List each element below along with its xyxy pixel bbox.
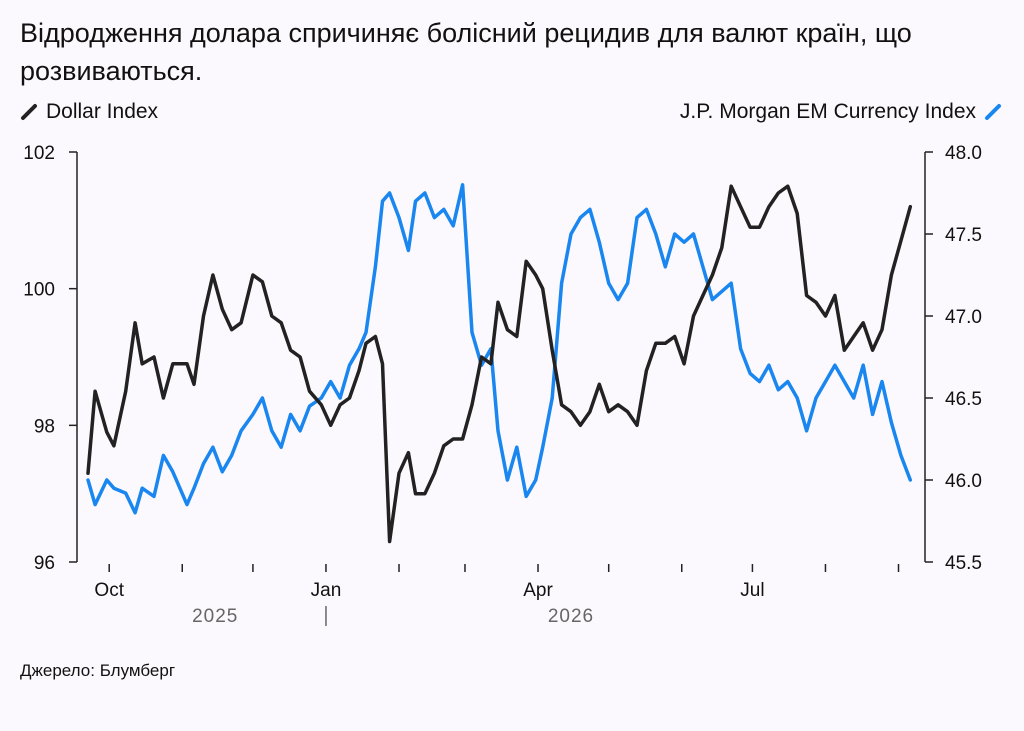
year-label: 2026 <box>548 606 594 627</box>
legend-em-index: J.P. Morgan EM Currency Index <box>680 100 1002 124</box>
legend-dollar-label: Dollar Index <box>46 100 159 123</box>
right-y-tick-label: 46.5 <box>945 389 982 410</box>
right-y-tick-label: 47.0 <box>945 307 982 328</box>
legend-em-label: J.P. Morgan EM Currency Index <box>679 100 976 123</box>
series-line-em-currency-index <box>86 183 913 515</box>
source-note: Джерело: Блумберг <box>20 661 176 680</box>
left-y-tick-label: 96 <box>34 553 55 574</box>
x-tick-label: Oct <box>94 580 124 601</box>
right-y-tick-label: 46.0 <box>945 471 982 492</box>
left-y-tick-label: 98 <box>34 416 55 437</box>
left-y-tick-label: 102 <box>23 143 55 164</box>
legend-dollar-index: Dollar Index <box>20 100 158 124</box>
right-y-tick-label: 47.5 <box>945 225 982 246</box>
series-line-dollar-index <box>86 184 913 544</box>
x-tick-label: Apr <box>523 580 553 601</box>
right-y-tick-label: 48.0 <box>945 143 982 164</box>
x-tick-label: Jul <box>740 580 764 601</box>
year-label: 2025 <box>192 606 238 627</box>
x-tick-label: Jan <box>311 580 342 601</box>
em-legend-swatch-icon <box>985 104 1001 120</box>
chart-title: Відродження долара спричиняє болісний ре… <box>20 18 912 86</box>
left-y-tick-label: 100 <box>23 280 55 301</box>
right-y-tick-label: 45.5 <box>945 553 982 574</box>
dollar-legend-swatch-icon <box>21 104 37 120</box>
